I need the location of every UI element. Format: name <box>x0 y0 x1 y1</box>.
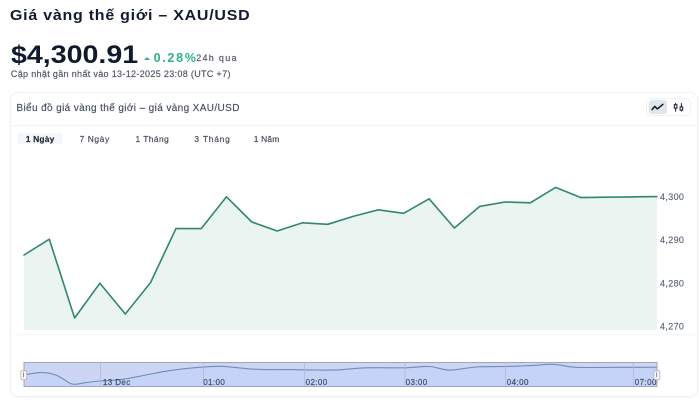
svg-text:4,270: 4,270 <box>660 322 684 332</box>
svg-text:4,290: 4,290 <box>660 235 684 245</box>
svg-text:07:00: 07:00 <box>635 378 657 387</box>
svg-text:13 Dec: 13 Dec <box>103 378 131 387</box>
svg-text:01:00: 01:00 <box>203 378 225 387</box>
svg-text:4,280: 4,280 <box>660 278 684 288</box>
svg-text:04:00: 04:00 <box>507 378 529 387</box>
svg-text:4,300: 4,300 <box>660 192 684 202</box>
svg-text:03:00: 03:00 <box>406 378 428 387</box>
svg-text:02:00: 02:00 <box>306 378 328 387</box>
